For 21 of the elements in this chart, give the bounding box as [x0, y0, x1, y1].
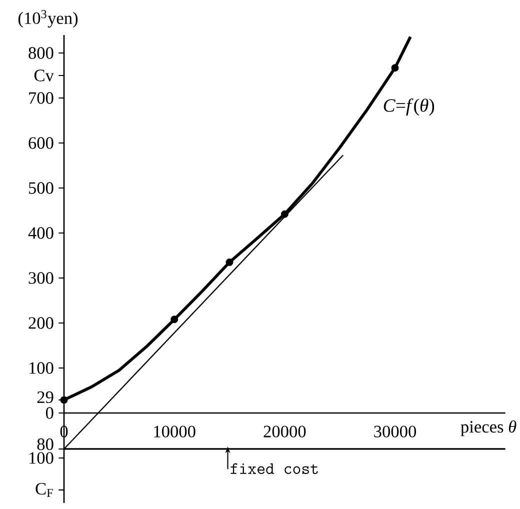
y-axis-title: (10$^{3}$yen) [18, 10, 78, 28]
y-tick-label: 0 [46, 407, 54, 419]
annotation: fixed cost [230, 463, 318, 474]
y-tick-label: 29 [37, 391, 54, 404]
x-tick-label: 20000 [264, 426, 306, 438]
y-tick-label: 80 [37, 438, 54, 450]
y-tick-label: 100 [29, 452, 54, 464]
y-tick-label: 600 [28, 137, 54, 149]
x-tick-label: 10000 [154, 426, 196, 438]
y-tick-label: 500 [28, 182, 54, 194]
x-axis-title: pieces θ [460, 420, 516, 436]
y-tick-label: 200 [28, 317, 54, 329]
y-tick-label: C$_{F}$ [36, 482, 53, 497]
y-tick-label: 700 [29, 92, 54, 104]
y-tick-label: 100 [29, 362, 54, 374]
y-tick-label: 800 [28, 47, 54, 59]
y-tick-label: 400 [28, 227, 54, 239]
series-label: C=f(θ) [384, 98, 434, 116]
y-tick-label: Cv [34, 70, 54, 82]
x-tick-label: 30000 [374, 426, 416, 438]
y-tick-label: 300 [28, 272, 54, 284]
